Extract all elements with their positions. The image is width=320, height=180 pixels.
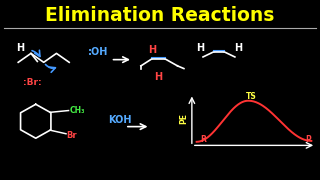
Text: Br: Br — [66, 131, 76, 140]
Text: KOH: KOH — [108, 115, 132, 125]
Text: P: P — [305, 135, 311, 144]
Text: Elimination Reactions: Elimination Reactions — [45, 6, 275, 25]
Text: TS: TS — [245, 92, 256, 101]
Text: H: H — [148, 45, 156, 55]
Text: :Br:: :Br: — [23, 78, 42, 87]
Text: H: H — [154, 72, 163, 82]
Text: R: R — [200, 135, 206, 144]
Text: H: H — [16, 43, 25, 53]
Text: PE: PE — [180, 113, 188, 124]
Text: H: H — [234, 43, 242, 53]
Text: CH₃: CH₃ — [69, 106, 85, 115]
Text: :OH: :OH — [88, 47, 108, 57]
Text: H: H — [196, 43, 204, 53]
